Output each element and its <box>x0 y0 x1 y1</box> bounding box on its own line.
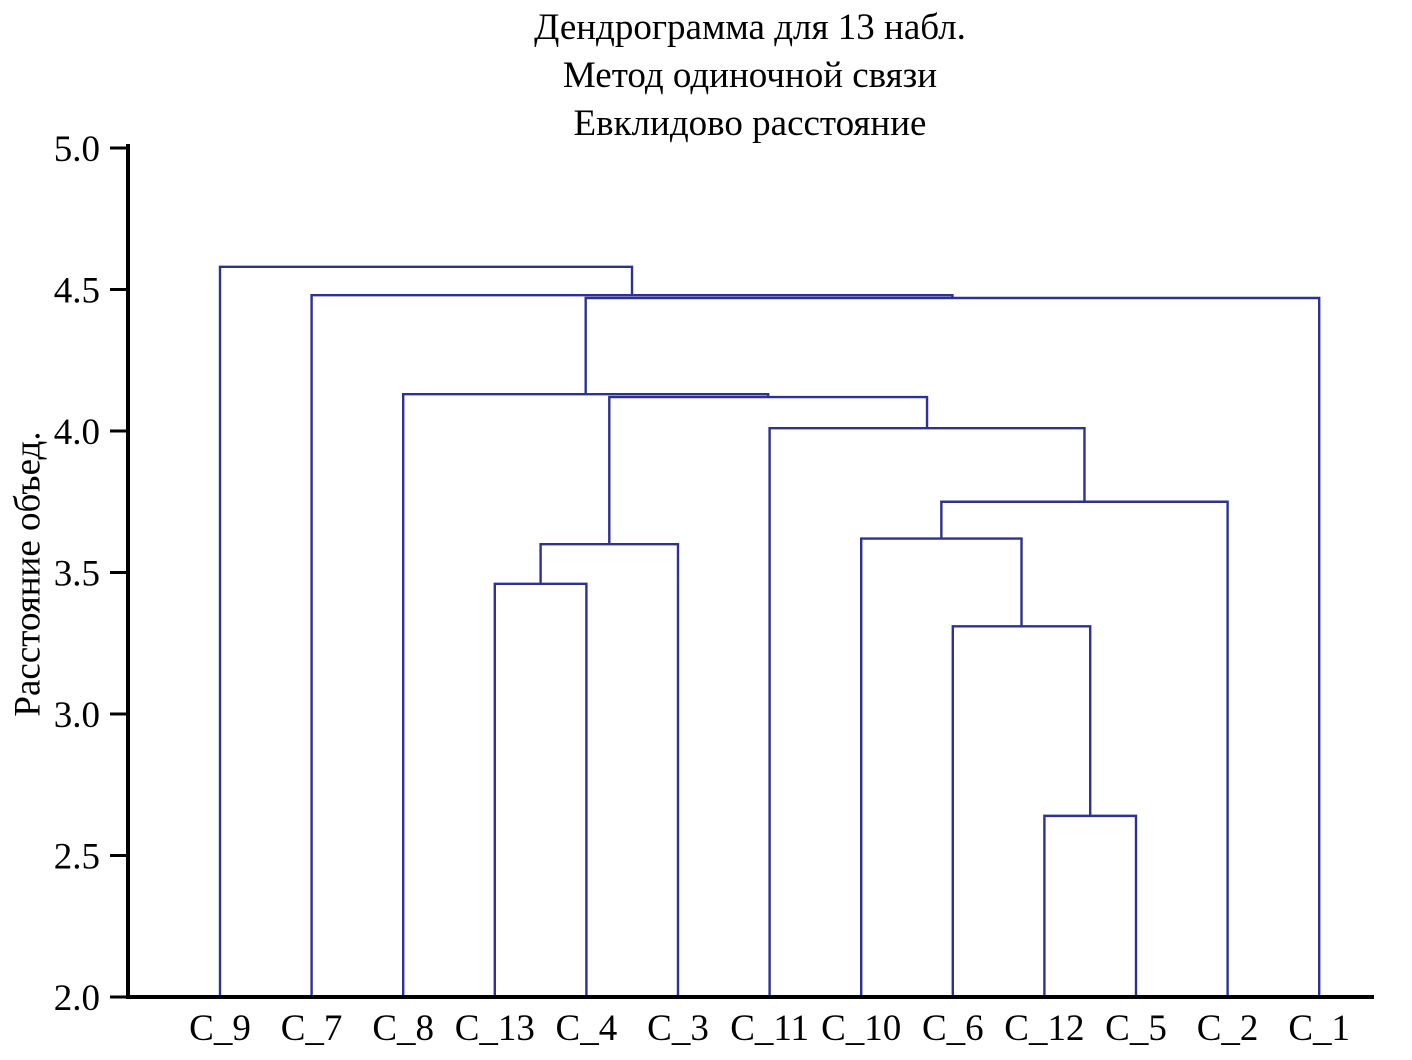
dendrogram-link-M11 <box>310 293 954 997</box>
leaf-label-C_11: C_11 <box>730 1008 809 1049</box>
y-tick-label: 3.5 <box>54 554 100 595</box>
leaf-label-C_9: C_9 <box>189 1008 251 1049</box>
axis-lines <box>126 144 1374 999</box>
dendrogram-link-M1 <box>1043 814 1138 997</box>
dendrogram-link-M3 <box>493 582 588 997</box>
dendrogram-link-M6 <box>940 500 1229 997</box>
leaf-label-C_7: C_7 <box>281 1008 343 1049</box>
y-tick-label: 2.0 <box>54 978 100 1019</box>
y-tick-label: 4.5 <box>54 271 100 312</box>
leaf-label-C_5: C_5 <box>1105 1008 1167 1049</box>
y-tick-label: 5.0 <box>54 129 100 170</box>
leaf-label-C_4: C_4 <box>556 1008 618 1049</box>
chart-title: Дендрограмма для 13 набл. Метод одиночно… <box>128 4 1372 148</box>
leaf-label-C_13: C_13 <box>455 1008 535 1049</box>
leaf-label-C_6: C_6 <box>922 1008 984 1049</box>
dendrogram-link-M12 <box>218 265 634 997</box>
leaf-label-C_12: C_12 <box>1004 1008 1084 1049</box>
leaf-label-C_2: C_2 <box>1197 1008 1259 1049</box>
chart-title-line-2: Метод одиночной связи <box>562 55 938 96</box>
leaf-label-C_10: C_10 <box>821 1008 901 1049</box>
dendrogram-link-M8 <box>608 395 929 545</box>
dendrogram-link-M2 <box>951 625 1092 997</box>
dendrogram-link-M5 <box>860 537 1023 997</box>
leaf-label-C_1: C_1 <box>1288 1008 1350 1049</box>
dendrogram-link-M4 <box>539 543 680 997</box>
leaf-label-C_8: C_8 <box>372 1008 434 1049</box>
dendrogram-link-M7 <box>768 426 1086 997</box>
y-tick-label: 2.5 <box>54 837 100 878</box>
chart-title-line-1: Дендрограмма для 13 набл. <box>534 7 966 48</box>
chart-title-line-3: Евклидово расстояние <box>573 103 927 144</box>
y-tick-label: 3.0 <box>54 695 100 736</box>
leaf-label-C_3: C_3 <box>647 1008 709 1049</box>
y-tick-label: 4.0 <box>54 412 100 453</box>
